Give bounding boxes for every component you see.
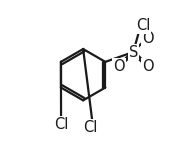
Text: Cl: Cl [136, 18, 150, 33]
Text: Cl: Cl [83, 120, 97, 135]
Text: S: S [129, 44, 138, 60]
Text: O: O [142, 31, 153, 46]
Text: O: O [113, 59, 125, 74]
Text: O: O [142, 59, 153, 74]
Text: Cl: Cl [54, 117, 69, 132]
